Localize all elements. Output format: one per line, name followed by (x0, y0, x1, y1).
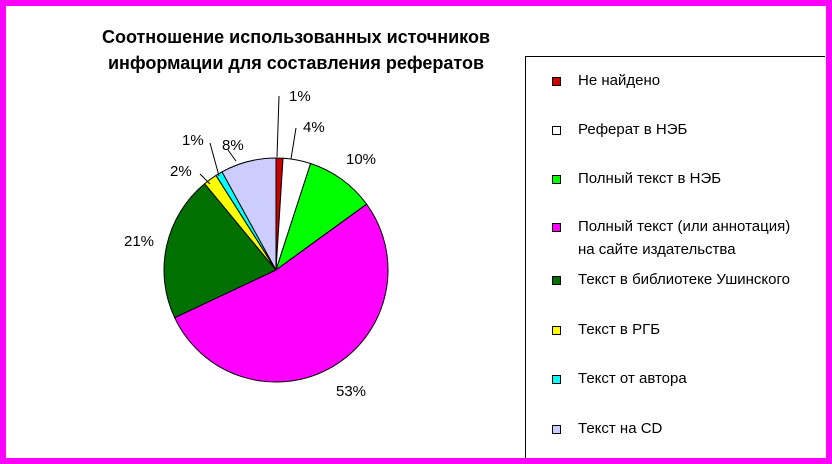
data-label: 1% (289, 88, 311, 105)
pie-slice (221, 157, 277, 271)
legend-swatch (552, 126, 561, 135)
legend-label: Реферат в НЭБ (578, 121, 688, 138)
leader-line (290, 127, 297, 160)
data-label: 1% (182, 132, 204, 149)
chart-title: Соотношение использованных источников ин… (101, 27, 491, 73)
legend-swatch (552, 425, 561, 434)
chart-legend: Не найдено Реферат в НЭБ Полный текст в … (525, 56, 825, 458)
pie-slice (173, 203, 389, 383)
pie-slice (163, 182, 277, 319)
legend-label: Текст от автора (578, 370, 687, 387)
legend-swatch (552, 77, 561, 86)
legend-label: Текст в РГБ (578, 321, 661, 338)
legend-label: Текст в библиотеке Ушинского (578, 271, 790, 288)
leader-line (276, 95, 280, 158)
leader-line (209, 142, 220, 177)
legend-swatch (552, 175, 561, 184)
legend-swatch (552, 276, 561, 285)
legend-label: Текст на CD (578, 420, 663, 437)
pie-chart: 1% 4% 10% 53% 21% 2% 1% 8% (124, 88, 389, 400)
leader-line (199, 173, 211, 185)
legend-swatch (552, 223, 561, 232)
legend-swatch (552, 375, 561, 384)
data-label: 53% (336, 383, 366, 400)
chart-frame: Соотношение использованных источников ин… (6, 6, 826, 458)
legend-swatch (552, 326, 561, 335)
leader-line (227, 149, 237, 162)
legend-label: Не найдено (578, 72, 661, 89)
data-label: 2% (170, 163, 192, 180)
data-label: 21% (124, 233, 154, 250)
legend-label: Полный текст (или аннотация) (578, 218, 791, 235)
legend-label-line2: на сайте издательства (578, 241, 736, 258)
legend-label: Полный текст в НЭБ (578, 170, 722, 187)
data-label: 10% (346, 151, 376, 168)
data-label: 8% (222, 137, 244, 154)
data-label: 4% (303, 119, 325, 136)
